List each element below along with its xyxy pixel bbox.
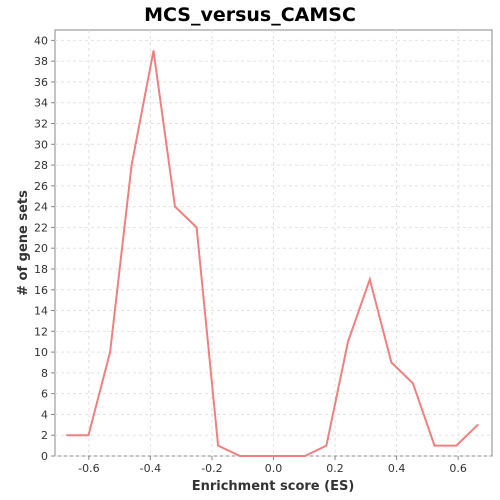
data-point bbox=[369, 278, 371, 281]
y-tick-label: 6 bbox=[41, 388, 48, 401]
y-tick-label: 22 bbox=[34, 221, 48, 234]
y-tick-label: 24 bbox=[34, 201, 48, 214]
data-point bbox=[195, 226, 198, 229]
y-tick-label: 4 bbox=[41, 408, 48, 421]
y-tick-label: 38 bbox=[34, 55, 48, 68]
x-tick-label: 0.6 bbox=[449, 462, 467, 475]
y-tick-label: 32 bbox=[34, 118, 48, 131]
series-line bbox=[66, 50, 479, 457]
y-tick-label: 2 bbox=[41, 429, 48, 442]
y-tick-label: 0 bbox=[41, 450, 48, 463]
data-point bbox=[87, 434, 90, 437]
x-tick-label: -0.6 bbox=[78, 462, 99, 475]
y-tick-label: 26 bbox=[34, 180, 48, 193]
data-point bbox=[65, 434, 68, 437]
x-axis-label: Enrichment score (ES) bbox=[192, 479, 355, 494]
y-tick-label: 12 bbox=[34, 325, 48, 338]
data-point bbox=[260, 455, 263, 457]
y-tick-label: 8 bbox=[41, 367, 48, 380]
data-point bbox=[412, 382, 414, 385]
series-layer bbox=[65, 49, 479, 457]
y-tick-label: 30 bbox=[34, 138, 48, 151]
data-point bbox=[455, 444, 458, 447]
y-tick-label: 28 bbox=[34, 159, 48, 172]
y-tick-label: 20 bbox=[34, 242, 48, 255]
data-point bbox=[239, 455, 241, 457]
x-tick-label: -0.4 bbox=[140, 462, 161, 475]
grid bbox=[55, 30, 492, 457]
data-point bbox=[109, 351, 111, 353]
chart-title: MCS_versus_CAMSC bbox=[144, 4, 356, 26]
x-tick-label: 0.0 bbox=[265, 462, 283, 475]
data-point bbox=[325, 444, 328, 447]
data-point bbox=[282, 455, 284, 457]
y-tick-label: 16 bbox=[34, 284, 48, 297]
data-point bbox=[304, 455, 306, 457]
y-tick-label: 10 bbox=[34, 346, 48, 359]
y-axis-label: # of gene sets bbox=[16, 190, 31, 296]
x-tick-label: 0.4 bbox=[388, 462, 406, 475]
y-tick-label: 36 bbox=[34, 76, 48, 89]
data-point bbox=[477, 424, 479, 426]
y-tick-label: 40 bbox=[34, 34, 48, 47]
y-tick-label: 14 bbox=[34, 305, 48, 318]
x-tick-label: 0.2 bbox=[326, 462, 344, 475]
y-tick-label: 34 bbox=[34, 97, 48, 110]
x-tick-label: -0.2 bbox=[201, 462, 222, 475]
data-point bbox=[130, 164, 133, 166]
data-point bbox=[174, 205, 176, 208]
data-point bbox=[217, 444, 219, 447]
data-point bbox=[152, 49, 155, 52]
data-point bbox=[433, 444, 436, 447]
data-point bbox=[347, 340, 349, 343]
x-axis: -0.6 -0.4 -0.2 0.0 0.2 0.4 0.6 bbox=[78, 456, 467, 475]
y-tick-label: 18 bbox=[34, 263, 48, 276]
data-point bbox=[390, 361, 393, 364]
